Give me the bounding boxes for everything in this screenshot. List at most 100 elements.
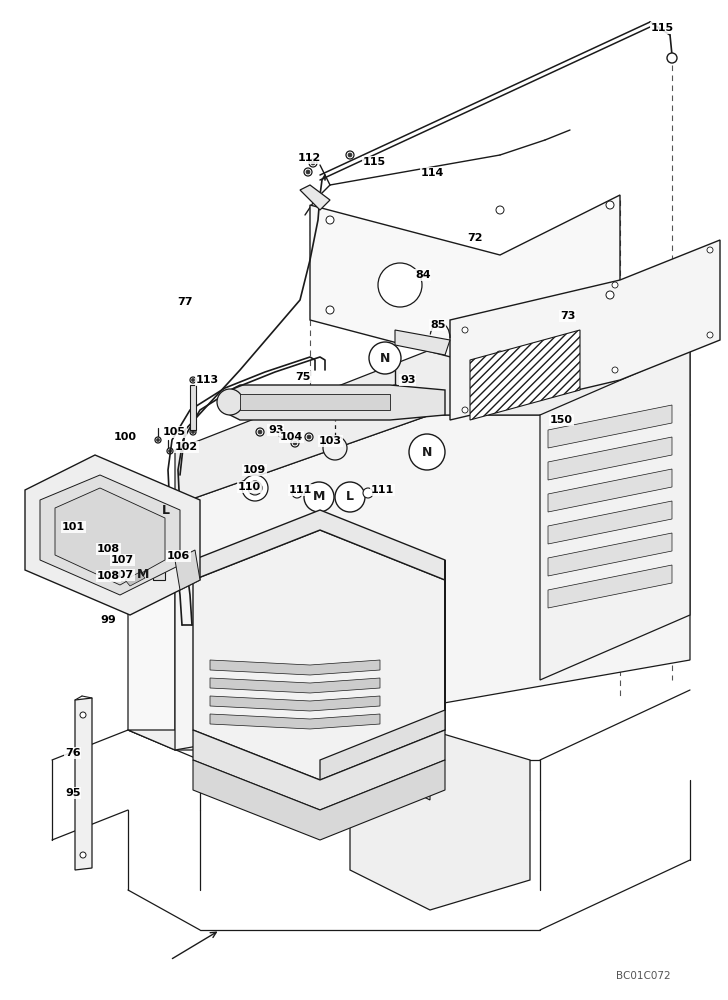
Text: 111: 111 (371, 485, 395, 495)
Circle shape (190, 429, 196, 435)
Text: N: N (380, 352, 390, 364)
Circle shape (80, 852, 86, 858)
Text: 100: 100 (114, 432, 137, 442)
Circle shape (311, 161, 315, 165)
Circle shape (378, 263, 422, 307)
Polygon shape (210, 660, 380, 675)
Circle shape (217, 389, 243, 415)
Text: 76: 76 (65, 748, 81, 758)
Text: 102: 102 (175, 442, 198, 452)
Polygon shape (300, 185, 330, 210)
Polygon shape (548, 437, 672, 480)
Polygon shape (548, 533, 672, 576)
Circle shape (80, 712, 86, 718)
Text: 93: 93 (400, 375, 416, 385)
Text: 115: 115 (651, 23, 674, 33)
Text: 107: 107 (111, 570, 134, 580)
Circle shape (323, 436, 347, 460)
Text: 75: 75 (295, 372, 310, 382)
Polygon shape (395, 330, 450, 355)
Polygon shape (450, 240, 720, 420)
Text: 85: 85 (430, 320, 446, 330)
Circle shape (248, 481, 262, 495)
Circle shape (438, 326, 442, 330)
Text: 104: 104 (280, 432, 304, 442)
Polygon shape (210, 678, 380, 693)
Circle shape (252, 485, 258, 491)
Polygon shape (40, 475, 180, 595)
Circle shape (707, 247, 713, 253)
Circle shape (141, 570, 144, 574)
Polygon shape (128, 730, 390, 750)
Polygon shape (193, 530, 445, 780)
Text: 110: 110 (238, 482, 261, 492)
Polygon shape (193, 730, 445, 810)
Circle shape (247, 485, 251, 489)
Circle shape (462, 407, 468, 413)
Polygon shape (128, 505, 175, 750)
Circle shape (436, 324, 444, 332)
Text: 73: 73 (560, 311, 575, 321)
Text: 84: 84 (415, 270, 431, 280)
Text: 72: 72 (467, 233, 483, 243)
Circle shape (78, 796, 86, 804)
Text: M: M (137, 568, 149, 580)
Circle shape (606, 201, 614, 209)
Text: M: M (313, 490, 325, 504)
Circle shape (190, 377, 196, 383)
Polygon shape (548, 405, 672, 448)
Polygon shape (470, 330, 580, 420)
Text: 93: 93 (268, 425, 283, 435)
Circle shape (191, 430, 194, 434)
Circle shape (398, 280, 402, 284)
Polygon shape (190, 385, 196, 430)
Text: 101: 101 (62, 522, 85, 532)
Circle shape (151, 495, 181, 525)
Circle shape (280, 434, 283, 436)
Circle shape (129, 576, 132, 580)
Polygon shape (350, 680, 430, 800)
Text: 150: 150 (550, 415, 573, 425)
Circle shape (462, 327, 468, 333)
Text: 115: 115 (363, 157, 386, 167)
Circle shape (127, 531, 133, 537)
Circle shape (348, 153, 352, 157)
Circle shape (157, 438, 159, 442)
Circle shape (496, 206, 504, 214)
Polygon shape (548, 469, 672, 512)
Circle shape (396, 278, 404, 286)
Polygon shape (548, 565, 672, 608)
Text: 114: 114 (421, 168, 444, 178)
Circle shape (305, 433, 313, 441)
Circle shape (306, 170, 310, 174)
Text: 108: 108 (97, 544, 120, 554)
Circle shape (141, 544, 144, 546)
Circle shape (406, 271, 414, 279)
Text: 105: 105 (163, 427, 186, 437)
Circle shape (408, 273, 412, 277)
Text: 106: 106 (167, 551, 190, 561)
Circle shape (326, 306, 334, 314)
Polygon shape (320, 560, 445, 780)
Circle shape (304, 168, 312, 176)
Circle shape (335, 482, 365, 512)
Polygon shape (240, 394, 390, 410)
Polygon shape (193, 760, 445, 840)
Text: 103: 103 (319, 436, 342, 446)
Circle shape (293, 441, 297, 445)
Circle shape (191, 378, 194, 381)
Circle shape (140, 569, 146, 575)
Circle shape (496, 351, 504, 359)
Polygon shape (55, 488, 165, 585)
Circle shape (392, 387, 397, 392)
Polygon shape (153, 540, 165, 580)
Circle shape (127, 575, 133, 581)
Circle shape (80, 798, 84, 802)
Text: 111: 111 (289, 485, 312, 495)
Circle shape (279, 432, 285, 438)
Text: 113: 113 (196, 375, 219, 385)
Circle shape (256, 428, 264, 436)
Polygon shape (175, 415, 690, 750)
Circle shape (304, 482, 334, 512)
Polygon shape (125, 572, 145, 586)
